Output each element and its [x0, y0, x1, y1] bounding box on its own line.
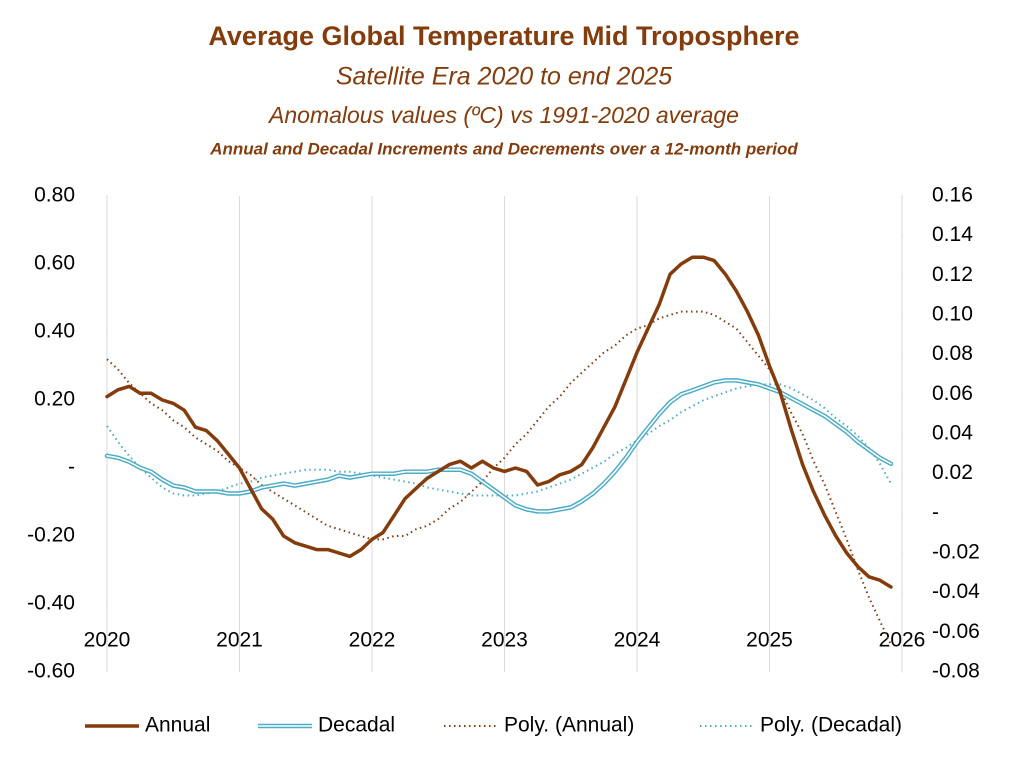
x-tick-label: 2024 — [614, 629, 661, 652]
y2-tick-label: 0.10 — [932, 303, 973, 326]
y-tick-label: -0.20 — [27, 524, 75, 547]
y-tick-label: -0.60 — [27, 660, 75, 683]
series-line — [105, 255, 893, 589]
chart-subtitle: Annual and Decadal Increments and Decrem… — [209, 139, 798, 158]
chart-subtitle: Anomalous values (ºC) vs 1991-2020 avera… — [267, 102, 739, 128]
y2-tick-label: 0.08 — [932, 342, 973, 365]
legend-label: Poly. (Decadal) — [760, 714, 902, 737]
legend-label: Decadal — [318, 714, 395, 737]
x-tick-label: 2021 — [216, 629, 263, 652]
y2-tick-label: 0.04 — [932, 422, 973, 445]
y2-tick-label: -0.06 — [932, 620, 980, 643]
x-tick-label: 2020 — [84, 629, 131, 652]
y2-tick-label: 0.12 — [932, 263, 973, 286]
x-tick-label: 2025 — [746, 629, 793, 652]
y2-tick-label: 0.16 — [932, 184, 973, 207]
y2-tick-label: 0.06 — [932, 382, 973, 405]
x-tick-label: 2022 — [349, 629, 396, 652]
legend-label: Annual — [145, 714, 210, 737]
y-tick-label: -0.40 — [27, 592, 75, 615]
y-tick-label: 0.40 — [34, 320, 75, 343]
y2-tick-label: - — [932, 501, 939, 524]
x-tick-label: 2023 — [481, 629, 528, 652]
y2-tick-label: 0.14 — [932, 223, 973, 246]
series-line-inner — [106, 379, 892, 513]
chart-subtitle: Satellite Era 2020 to end 2025 — [336, 63, 672, 91]
y2-tick-label: -0.08 — [932, 660, 980, 683]
y-tick-label: 0.80 — [34, 184, 75, 207]
legend-label: Poly. (Annual) — [504, 714, 634, 737]
y-tick-label: - — [68, 456, 75, 479]
chart-title: Average Global Temperature Mid Troposphe… — [208, 21, 799, 51]
y2-tick-label: 0.02 — [932, 461, 973, 484]
y-tick-label: 0.60 — [34, 252, 75, 275]
y2-tick-label: -0.02 — [932, 541, 980, 564]
y-tick-label: 0.20 — [34, 388, 75, 411]
y2-tick-label: -0.04 — [932, 580, 980, 603]
